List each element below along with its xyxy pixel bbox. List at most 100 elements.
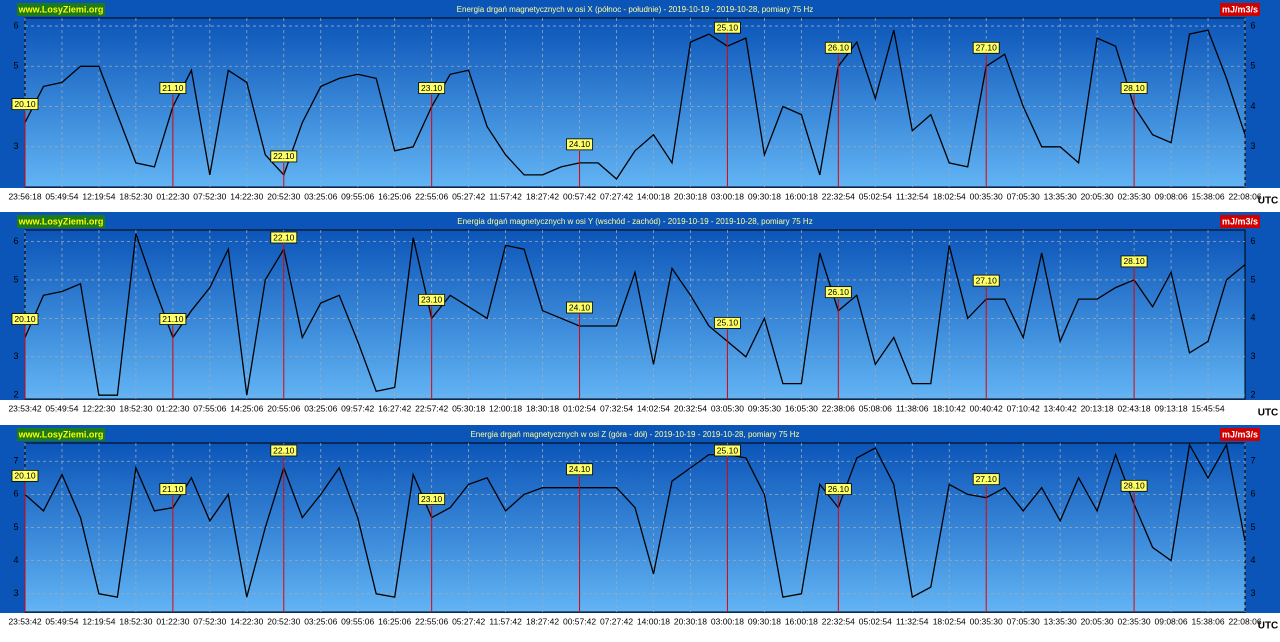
y-tick-label-right: 5 (1250, 61, 1255, 71)
day-marker-label: 20.10 (14, 471, 36, 481)
x-tick-label: 23:56:18 (8, 191, 41, 201)
y-tick-label-right: 3 (1250, 141, 1255, 151)
day-marker-box (824, 483, 852, 496)
day-marker-box (11, 98, 39, 111)
x-tick-label: 02:35:30 (1118, 191, 1151, 201)
y-tick-label-right: 4 (1250, 555, 1255, 565)
unit-label: mJ/m3/s (1222, 216, 1258, 226)
day-marker-box (159, 483, 187, 496)
plot-area (24, 17, 1246, 188)
x-tick-label: 05:30:18 (452, 403, 485, 413)
x-tick-label: 16:25:06 (378, 616, 411, 626)
y-tick-label-right: 6 (1250, 489, 1255, 499)
x-tick-label: 07:32:54 (600, 403, 633, 413)
day-marker-label: 26.10 (828, 484, 850, 494)
day-marker-box (1120, 82, 1148, 94)
day-marker-box (824, 286, 852, 299)
y-tick-label: 5 (13, 274, 18, 284)
x-tick-label: 12:19:54 (82, 616, 115, 626)
x-tick-label: 09:30:18 (748, 616, 781, 626)
source-box (17, 3, 105, 16)
day-marker-label: 25.10 (717, 22, 739, 32)
x-tick-label: 01:22:30 (156, 191, 189, 201)
day-marker-box (972, 473, 1000, 486)
y-tick-label: 7 (13, 456, 18, 466)
unit-label: mJ/m3/s (1222, 429, 1258, 439)
day-marker-box (270, 231, 298, 244)
x-tick-label: 03:25:06 (304, 191, 337, 201)
y-tick-label: 6 (13, 489, 18, 499)
day-marker-label: 20.10 (14, 314, 36, 324)
x-tick-label: 20:52:30 (267, 616, 300, 626)
x-tick-label: 18:02:54 (933, 191, 966, 201)
x-tick-label: 05:49:54 (45, 191, 78, 201)
source-box (17, 215, 105, 228)
x-tick-label: 00:35:30 (970, 191, 1003, 201)
x-axis-label: UTC (1258, 408, 1279, 419)
y-tick-label-right: 5 (1250, 522, 1255, 532)
x-axis-label: UTC (1258, 196, 1279, 207)
day-marker-box (418, 493, 446, 505)
y-tick-label: 3 (13, 588, 18, 598)
x-tick-label: 16:27:42 (378, 403, 411, 413)
x-axis-band (0, 188, 1280, 210)
x-tick-label: 22:55:06 (415, 616, 448, 626)
day-marker-box (714, 444, 741, 457)
day-marker-label: 27.10 (976, 43, 998, 53)
x-tick-label: 11:57:42 (489, 191, 522, 201)
day-marker-label: 23.10 (421, 295, 443, 305)
day-marker-box (714, 316, 741, 329)
x-tick-label: 05:08:06 (859, 403, 892, 413)
x-axis-band (0, 613, 1280, 635)
x-tick-label: 14:00:18 (637, 616, 670, 626)
x-tick-label: 20:30:18 (674, 616, 707, 626)
x-tick-label: 22:08:06 (1228, 191, 1261, 201)
day-marker-label: 27.10 (976, 275, 998, 285)
x-tick-label: 03:00:18 (711, 616, 744, 626)
x-tick-label: 01:02:54 (563, 403, 596, 413)
x-tick-label: 22:38:06 (822, 403, 855, 413)
x-tick-label: 14:25:06 (230, 403, 263, 413)
y-tick-label: 6 (13, 236, 18, 246)
x-tick-label: 07:55:06 (193, 403, 226, 413)
x-tick-label: 05:02:54 (859, 616, 892, 626)
y-tick-label-right: 3 (1250, 588, 1255, 598)
x-tick-label: 05:02:54 (859, 191, 892, 201)
x-tick-label: 16:25:06 (378, 191, 411, 201)
x-axis-band (0, 400, 1280, 422)
y-tick-label-right: 7 (1250, 456, 1255, 466)
day-marker-label: 23.10 (421, 494, 443, 504)
y-tick-label-right: 2 (1250, 390, 1255, 400)
x-tick-label: 03:25:06 (304, 616, 337, 626)
x-tick-label: 09:55:06 (341, 191, 374, 201)
x-tick-label: 11:57:42 (489, 616, 522, 626)
x-tick-label: 20:30:18 (674, 191, 707, 201)
x-tick-label: 18:10:42 (933, 403, 966, 413)
x-tick-label: 05:49:54 (45, 403, 78, 413)
x-tick-label: 20:13:18 (1081, 403, 1114, 413)
day-marker-label: 26.10 (828, 287, 850, 297)
source-label: www.LosyZiemi.org (18, 216, 104, 226)
day-marker-box (159, 313, 187, 325)
x-tick-label: 09:13:18 (1155, 403, 1188, 413)
x-tick-label: 13:40:42 (1044, 403, 1077, 413)
x-tick-label: 14:22:30 (230, 191, 263, 201)
day-marker-box (1120, 255, 1148, 268)
x-tick-label: 12:19:54 (82, 191, 115, 201)
x-tick-label: 09:08:06 (1155, 616, 1188, 626)
x-tick-label: 09:55:06 (341, 616, 374, 626)
x-tick-label: 07:05:30 (1007, 191, 1040, 201)
x-tick-label: 05:27:42 (452, 616, 485, 626)
x-tick-label: 18:52:30 (119, 191, 152, 201)
day-marker-box (566, 301, 593, 314)
x-tick-label: 01:22:30 (156, 403, 189, 413)
day-marker-box (972, 41, 1000, 54)
y-tick-label-right: 6 (1250, 236, 1255, 246)
x-tick-label: 15:38:06 (1191, 616, 1224, 626)
day-marker-box (824, 41, 852, 54)
x-tick-label: 23:53:42 (8, 616, 41, 626)
day-marker-label: 28.10 (1123, 83, 1145, 93)
day-marker-label: 28.10 (1123, 256, 1145, 266)
day-marker-box (159, 82, 187, 94)
